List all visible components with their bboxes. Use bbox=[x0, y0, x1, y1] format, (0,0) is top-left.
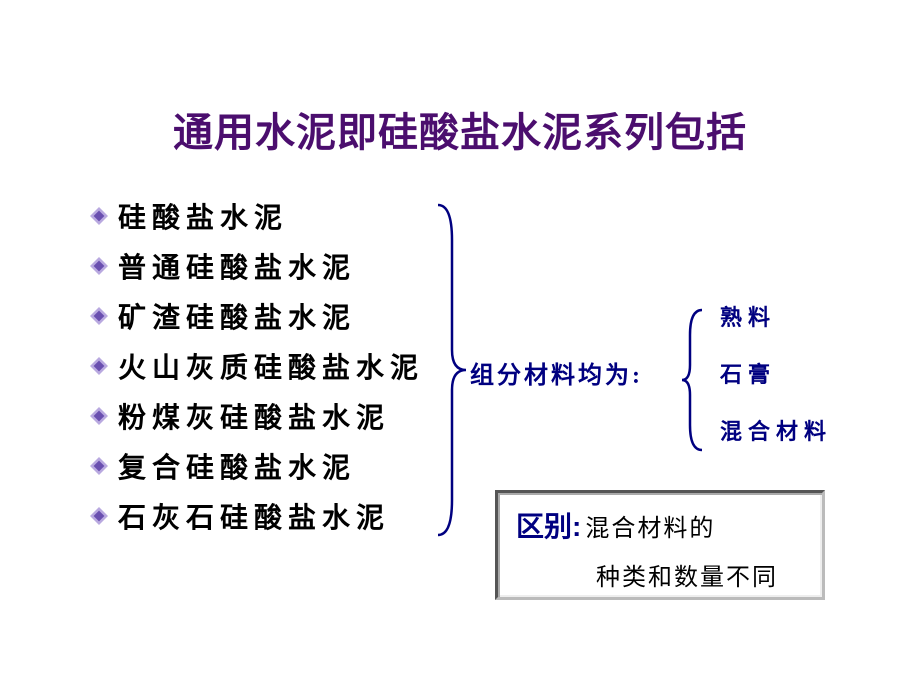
list-item: 复合硅酸盐水泥 bbox=[90, 445, 424, 487]
list-item: 硅酸盐水泥 bbox=[90, 195, 424, 237]
diamond-bullet-icon bbox=[90, 207, 108, 225]
right-brace-icon bbox=[680, 305, 710, 455]
list-item: 石灰石硅酸盐水泥 bbox=[90, 495, 424, 537]
component-item: 混合材料 bbox=[720, 414, 832, 446]
diamond-bullet-icon bbox=[90, 307, 108, 325]
diff-text-1: 混合材料的 bbox=[585, 516, 715, 542]
list-item: 粉煤灰硅酸盐水泥 bbox=[90, 395, 424, 437]
diamond-bullet-icon bbox=[90, 357, 108, 375]
list-item: 普通硅酸盐水泥 bbox=[90, 245, 424, 287]
list-item-text: 火山灰质硅酸盐水泥 bbox=[118, 346, 424, 386]
component-item: 熟料 bbox=[720, 300, 832, 332]
list-item-text: 粉煤灰硅酸盐水泥 bbox=[118, 396, 390, 436]
list-item: 火山灰质硅酸盐水泥 bbox=[90, 345, 424, 387]
diff-line-1: 区别: 混合材料的 bbox=[516, 505, 804, 545]
component-list: 熟料 石膏 混合材料 bbox=[720, 300, 832, 471]
list-item-text: 普通硅酸盐水泥 bbox=[118, 246, 356, 286]
diamond-bullet-icon bbox=[90, 257, 108, 275]
component-item: 石膏 bbox=[720, 357, 832, 389]
diamond-bullet-icon bbox=[90, 457, 108, 475]
list-item-text: 硅酸盐水泥 bbox=[118, 196, 288, 236]
diff-label: 区别: bbox=[516, 511, 581, 542]
list-item: 矿渣硅酸盐水泥 bbox=[90, 295, 424, 337]
page-title: 通用水泥即硅酸盐水泥系列包括 bbox=[0, 100, 920, 158]
diamond-bullet-icon bbox=[90, 407, 108, 425]
list-item-text: 复合硅酸盐水泥 bbox=[118, 446, 356, 486]
cement-type-list: 硅酸盐水泥 普通硅酸盐水泥 矿渣硅酸盐水泥 火山灰质硅酸盐水泥 粉煤灰硅酸盐水泥 bbox=[90, 195, 424, 545]
composition-label: 组分材料均为: bbox=[470, 355, 643, 390]
diamond-bullet-icon bbox=[90, 507, 108, 525]
difference-box: 区别: 混合材料的 种类和数量不同 bbox=[495, 490, 825, 600]
list-item-text: 矿渣硅酸盐水泥 bbox=[118, 296, 356, 336]
left-brace-icon bbox=[430, 200, 470, 540]
list-item-text: 石灰石硅酸盐水泥 bbox=[118, 496, 390, 536]
diff-text-2: 种类和数量不同 bbox=[596, 557, 804, 592]
